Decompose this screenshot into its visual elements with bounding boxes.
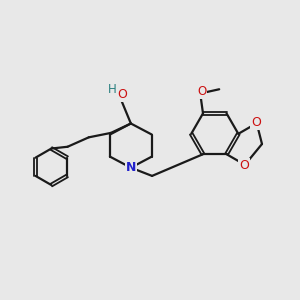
Text: N: N [126, 161, 136, 174]
Text: O: O [251, 116, 261, 129]
Text: H: H [108, 82, 117, 95]
Text: O: O [197, 85, 207, 98]
Text: O: O [239, 159, 249, 172]
Text: O: O [117, 88, 127, 101]
